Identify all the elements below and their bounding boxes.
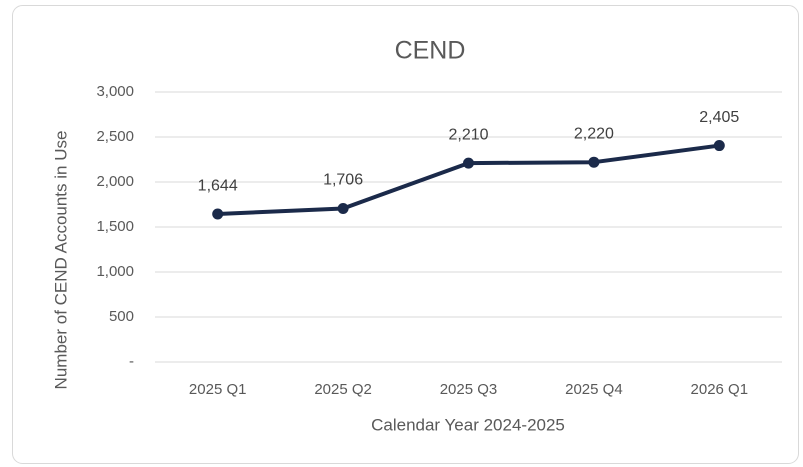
- data-point: [463, 157, 474, 169]
- plot: 1,644 1,706 2,210 2,220 2,405: [198, 109, 739, 220]
- y-tick-label: 2,000: [96, 173, 134, 190]
- y-tick-label: 3,000: [96, 83, 134, 100]
- y-tick-label: -: [129, 353, 134, 370]
- chart-frame: [12, 5, 799, 464]
- data-point: [713, 140, 725, 152]
- value-label: 1,644: [198, 177, 238, 194]
- x-axis-title: Calendar Year 2024-2025: [371, 415, 565, 434]
- x-tick-label: 2025 Q3: [440, 381, 498, 398]
- x-tick-label: 2025 Q4: [565, 381, 623, 398]
- y-axis-title: Number of CEND Accounts in Use: [51, 131, 70, 390]
- y-tick-label: 1,500: [96, 218, 134, 235]
- value-label: 2,405: [699, 109, 739, 126]
- chart-title: CEND: [395, 37, 466, 65]
- data-point: [212, 208, 224, 220]
- value-label: 2,220: [574, 125, 614, 142]
- y-tick-label: 1,000: [96, 263, 134, 280]
- data-point: [588, 156, 600, 168]
- value-label: 1,706: [323, 172, 363, 189]
- value-label: 2,210: [448, 126, 488, 143]
- x-tick-label: 2025 Q1: [189, 381, 247, 398]
- y-tick-label: 2,500: [96, 128, 134, 145]
- x-tick-label: 2025 Q2: [314, 381, 372, 398]
- y-tick-label: 500: [109, 308, 134, 325]
- x-tick-label: 2026 Q1: [691, 381, 749, 398]
- data-point: [337, 202, 349, 214]
- grid: [155, 91, 782, 363]
